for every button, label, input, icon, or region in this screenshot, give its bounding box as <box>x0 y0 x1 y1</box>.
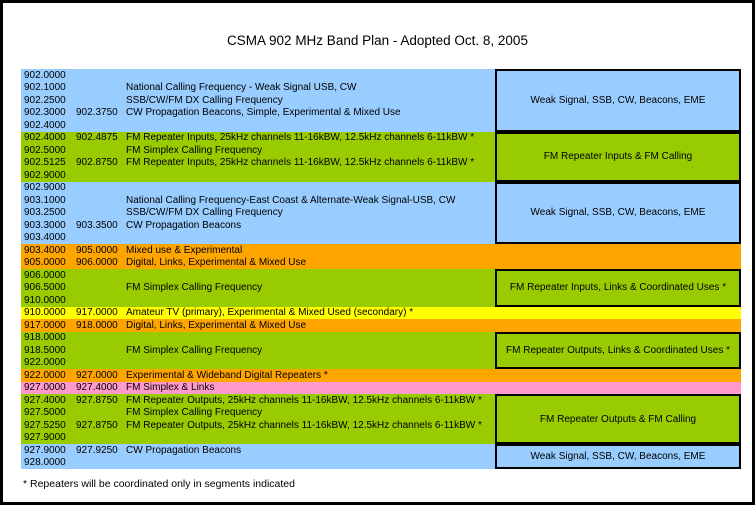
description-cell: CW Propagation Beacons <box>126 444 242 456</box>
description-cell: CW Propagation Beacons, Simple, Experime… <box>126 107 401 119</box>
freq-start-cell: 903.3000 <box>24 219 66 231</box>
freq-start-cell: 922.0000 <box>24 357 66 369</box>
description-cell: Mixed use & Experimental <box>126 244 243 256</box>
description-cell: Amateur TV (primary), Experimental & Mix… <box>126 307 414 319</box>
freq-end-cell: 927.8750 <box>76 419 118 431</box>
description-cell: SSB/CW/FM DX Calling Frequency <box>126 94 283 106</box>
freq-end-cell: 903.3500 <box>76 219 118 231</box>
freq-start-cell: 902.9000 <box>24 182 66 194</box>
freq-end-cell: 918.0000 <box>76 319 118 331</box>
description-cell: FM Repeater Outputs, 25kHz channels 11-1… <box>126 419 482 431</box>
description-cell: National Calling Frequency-East Coast & … <box>126 194 456 206</box>
freq-start-cell: 906.0000 <box>24 269 66 281</box>
band-summary-box: FM Repeater Outputs & FM Calling <box>495 394 741 444</box>
freq-start-cell: 903.1000 <box>24 194 66 206</box>
freq-start-cell: 910.0000 <box>24 294 66 306</box>
freq-start-cell: 903.4000 <box>24 232 66 244</box>
band-summary-box: FM Repeater Outputs, Links & Coordinated… <box>495 331 741 369</box>
description-cell: Digital, Links, Experimental & Mixed Use <box>126 319 307 331</box>
description-cell: FM Simplex Calling Frequency <box>126 407 263 419</box>
freq-start-cell: 902.5125 <box>24 157 66 169</box>
freq-start-cell: 927.0000 <box>24 382 66 394</box>
band-row: 905.0000 906.0000 Digital, Links, Experime… <box>21 256 741 269</box>
freq-end-cell: 906.0000 <box>76 257 118 269</box>
description-cell: Digital, Links, Experimental & Mixed Use <box>126 257 307 269</box>
freq-start-cell: 905.0000 <box>24 257 66 269</box>
freq-end-cell: 902.4875 <box>76 132 118 144</box>
footnote: * Repeaters will be coordinated only in … <box>23 478 295 490</box>
description-cell: CW Propagation Beacons <box>126 219 242 231</box>
description-cell: FM Repeater Inputs, 25kHz channels 11-16… <box>126 132 475 144</box>
band-summary-box: Weak Signal, SSB, CW, Beacons, EME <box>495 69 741 132</box>
description-cell: FM Simplex Calling Frequency <box>126 144 263 156</box>
description-cell: FM Simplex Calling Frequency <box>126 344 263 356</box>
band-row: 903.4000 905.0000 Mixed use & Experimental <box>21 244 741 257</box>
freq-end-cell: 927.8750 <box>76 394 118 406</box>
freq-start-cell: 902.1000 <box>24 82 66 94</box>
freq-end-cell: 917.0000 <box>76 307 118 319</box>
freq-start-cell: 918.0000 <box>24 332 66 344</box>
description-cell: SSB/CW/FM DX Calling Frequency <box>126 207 283 219</box>
freq-start-cell: 917.0000 <box>24 319 66 331</box>
band-row: 910.0000 917.0000 Amateur TV (primary), Ex… <box>21 306 741 319</box>
freq-start-cell: 928.0000 <box>24 457 66 469</box>
description-cell: FM Repeater Inputs, 25kHz channels 11-16… <box>126 157 475 169</box>
band-plan-table: 902.0000 902.1000 National Calling Frequen… <box>21 69 741 469</box>
description-cell: National Calling Frequency - Weak Signal… <box>126 82 357 94</box>
freq-start-cell: 902.5000 <box>24 144 66 156</box>
description-cell: FM Simplex & Links <box>126 382 215 394</box>
freq-start-cell: 902.4000 <box>24 132 66 144</box>
band-summary-box: Weak Signal, SSB, CW, Beacons, EME <box>495 444 741 469</box>
freq-start-cell: 927.5250 <box>24 419 66 431</box>
freq-start-cell: 927.5000 <box>24 407 66 419</box>
band-row: 927.0000 927.4000 FM Simplex & Links <box>21 381 741 394</box>
freq-start-cell: 902.4000 <box>24 119 66 131</box>
band-row: 922.0000 927.0000 Experimental & Wideband … <box>21 369 741 382</box>
freq-start-cell: 902.9000 <box>24 169 66 181</box>
description-cell: Experimental & Wideband Digital Repeater… <box>126 369 328 381</box>
description-cell: FM Repeater Outputs, 25kHz channels 11-1… <box>126 394 482 406</box>
freq-start-cell: 902.2500 <box>24 94 66 106</box>
band-summary-box: FM Repeater Inputs & FM Calling <box>495 131 741 182</box>
freq-end-cell: 902.8750 <box>76 157 118 169</box>
freq-start-cell: 927.4000 <box>24 394 66 406</box>
freq-end-cell: 927.0000 <box>76 369 118 381</box>
freq-end-cell: 905.0000 <box>76 244 118 256</box>
freq-start-cell: 918.5000 <box>24 344 66 356</box>
freq-end-cell: 927.9250 <box>76 444 118 456</box>
freq-start-cell: 922.0000 <box>24 369 66 381</box>
band-summary-box: FM Repeater Inputs, Links & Coordinated … <box>495 269 741 307</box>
freq-start-cell: 906.5000 <box>24 282 66 294</box>
freq-start-cell: 903.2500 <box>24 207 66 219</box>
description-cell: FM Simplex Calling Frequency <box>126 282 263 294</box>
freq-start-cell: 903.4000 <box>24 244 66 256</box>
page-title: CSMA 902 MHz Band Plan - Adopted Oct. 8,… <box>227 33 528 48</box>
band-summary-box: Weak Signal, SSB, CW, Beacons, EME <box>495 181 741 244</box>
freq-start-cell: 910.0000 <box>24 307 66 319</box>
freq-start-cell: 902.3000 <box>24 107 66 119</box>
freq-end-cell: 902.3750 <box>76 107 118 119</box>
band-row: 917.0000 918.0000 Digital, Links, Experime… <box>21 319 741 332</box>
freq-start-cell: 927.9000 <box>24 444 66 456</box>
freq-start-cell: 902.0000 <box>24 69 66 81</box>
freq-end-cell: 927.4000 <box>76 382 118 394</box>
freq-start-cell: 927.9000 <box>24 432 66 444</box>
